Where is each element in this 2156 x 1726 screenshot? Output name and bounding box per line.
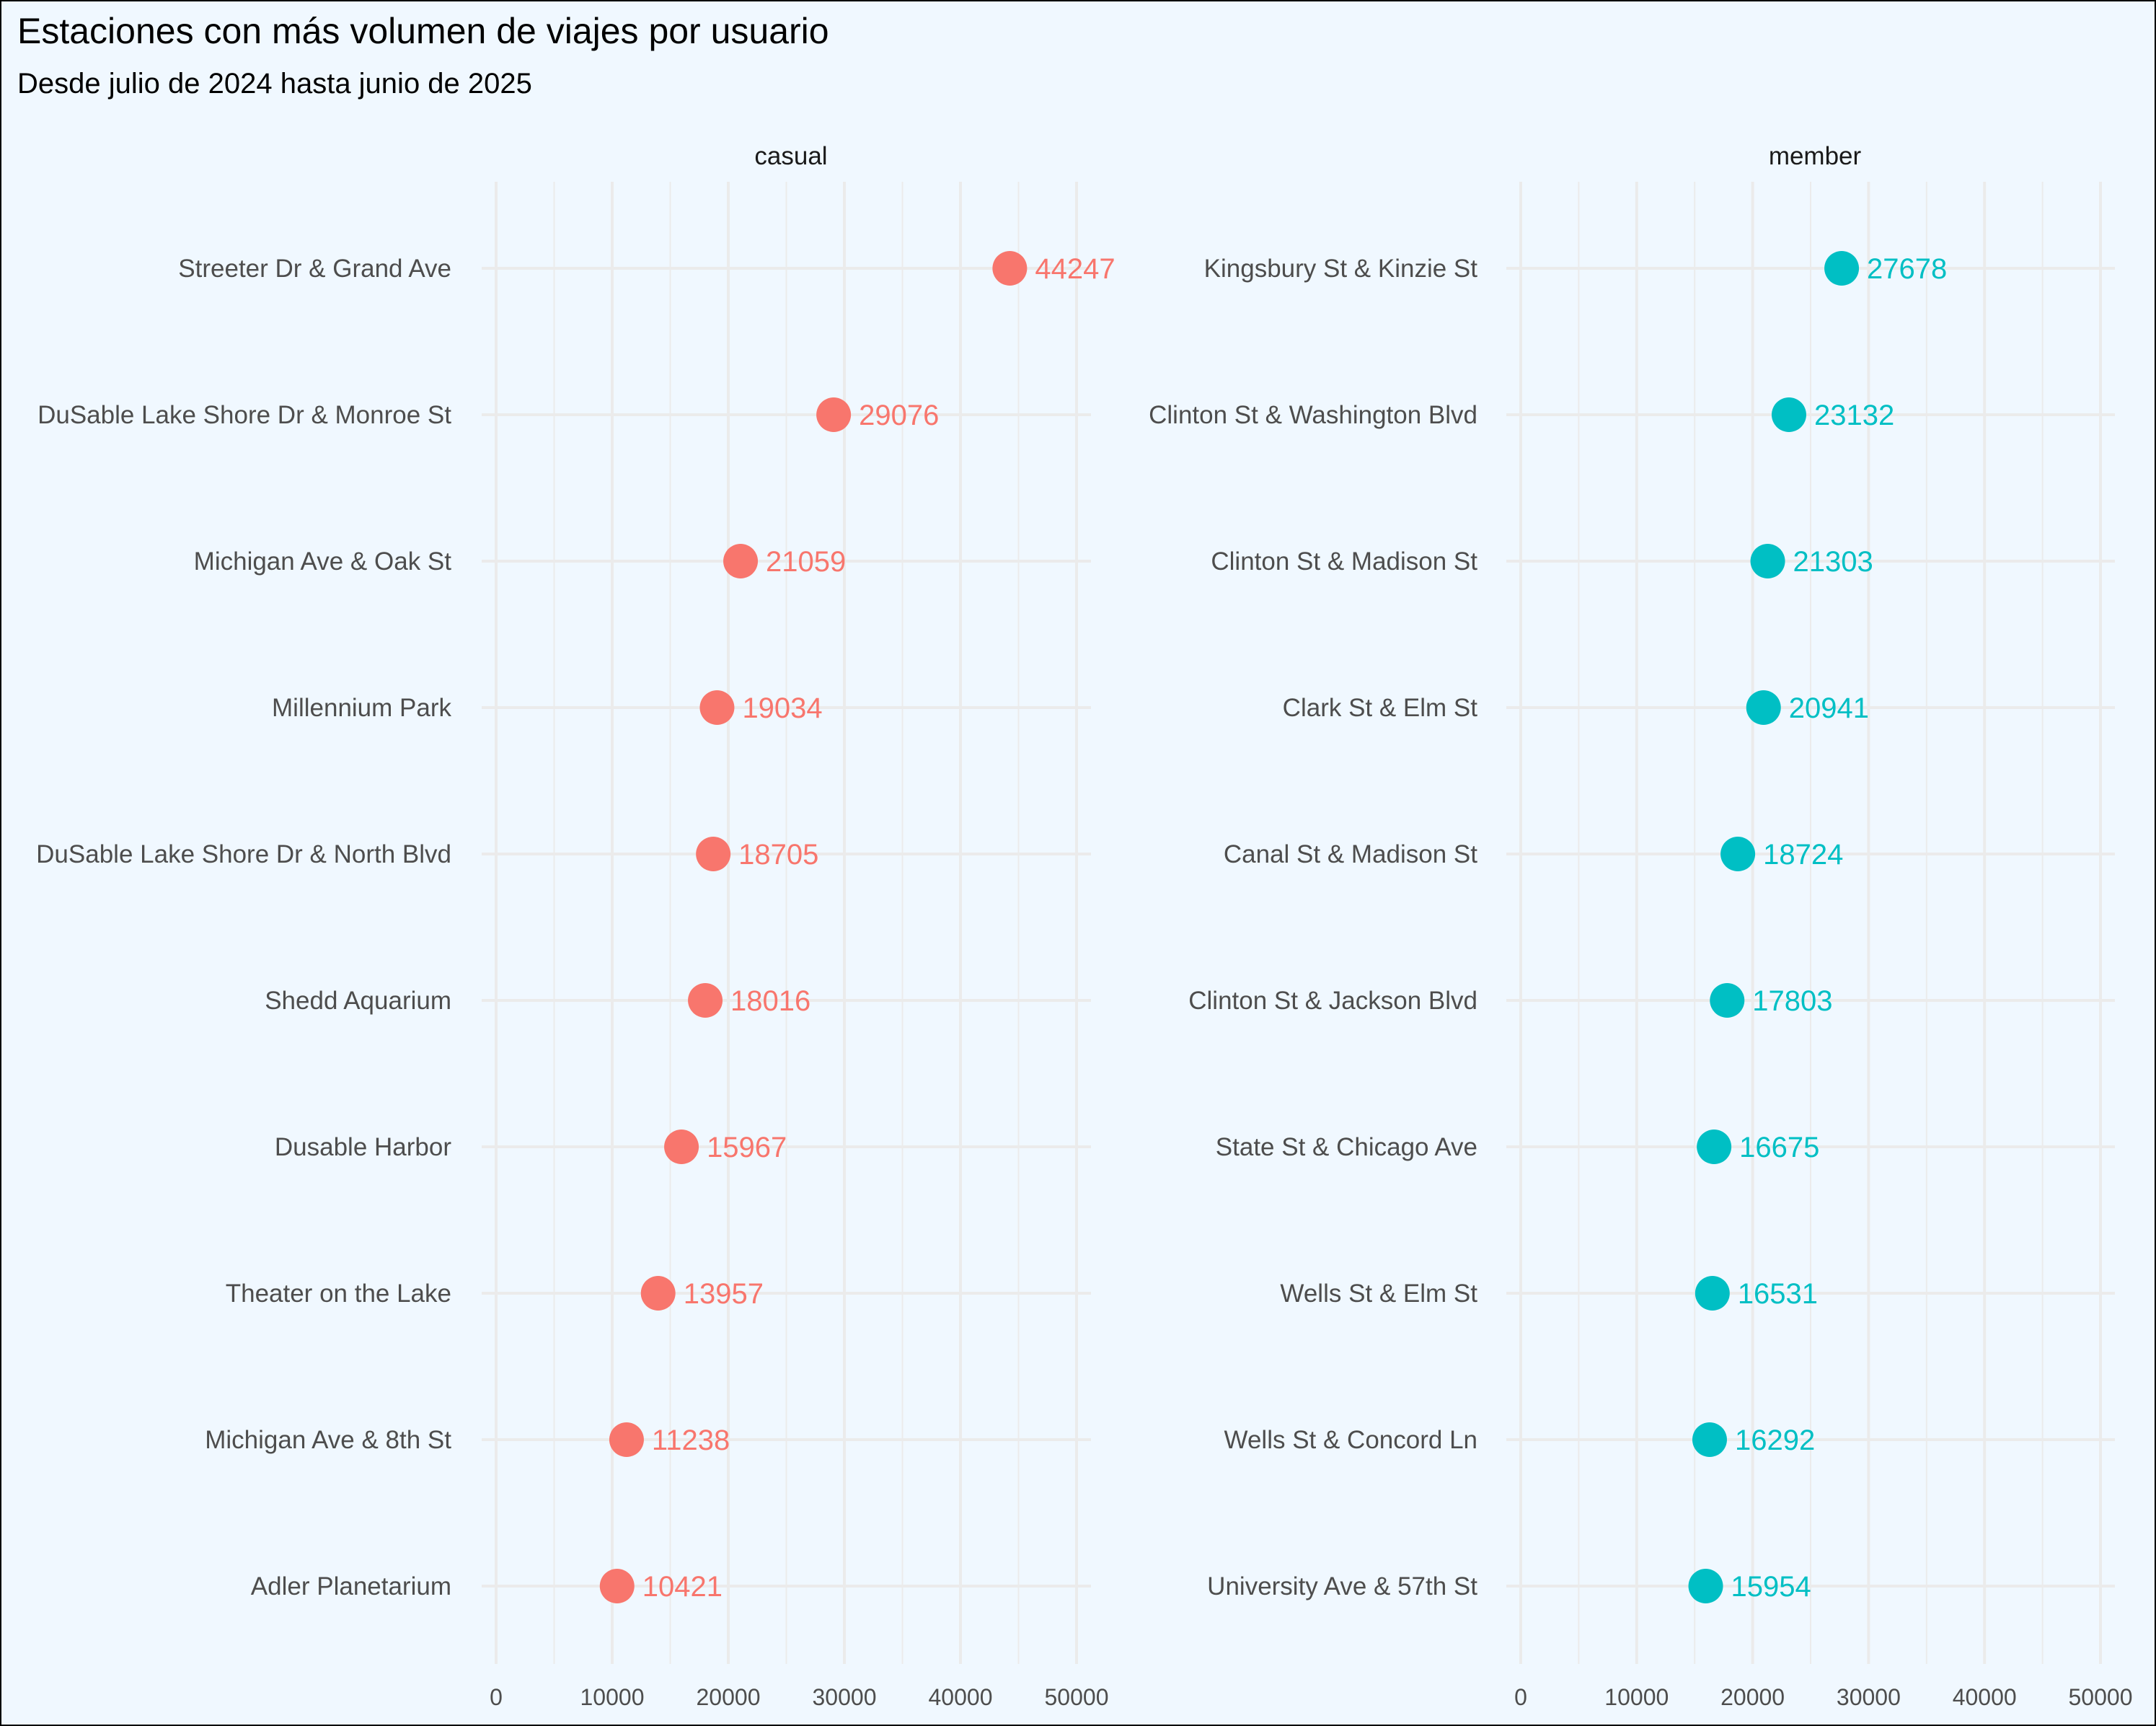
value-label: 15954 xyxy=(1731,1571,1811,1603)
value-label: 16531 xyxy=(1738,1278,1818,1310)
x-tick-label: 30000 xyxy=(1837,1684,1901,1710)
value-label: 16675 xyxy=(1739,1132,1819,1163)
data-point xyxy=(1695,1276,1730,1311)
data-point xyxy=(609,1422,644,1457)
station-label: Dusable Harbor xyxy=(275,1133,451,1161)
panel-member: member 0 10000 20000 30000 40000 50000 Kingsbur… xyxy=(1149,142,2132,1710)
station-label: Kingsbury St & Kinzie St xyxy=(1204,255,1478,283)
x-tick-label: 0 xyxy=(1514,1684,1527,1710)
data-point xyxy=(723,544,759,578)
x-tick-label: 30000 xyxy=(813,1684,877,1710)
x-tick-label: 20000 xyxy=(1720,1684,1785,1710)
data-point xyxy=(1710,983,1745,1018)
value-label: 19034 xyxy=(742,692,822,724)
data-point xyxy=(816,397,852,432)
station-label: Wells St & Concord Ln xyxy=(1224,1426,1477,1454)
station-label: Clinton St & Jackson Blvd xyxy=(1188,987,1477,1015)
value-label: 29076 xyxy=(859,400,939,431)
data-point xyxy=(699,690,735,725)
value-label: 13957 xyxy=(684,1278,764,1310)
x-tick-label: 40000 xyxy=(1953,1684,2017,1710)
data-point xyxy=(1720,837,1756,871)
data-point xyxy=(1824,251,1860,286)
value-label: 17803 xyxy=(1752,985,1832,1017)
data-point xyxy=(1750,544,1785,578)
value-label: 18016 xyxy=(730,985,810,1017)
data-point xyxy=(696,837,731,871)
data-point xyxy=(1688,1569,1723,1603)
data-point xyxy=(1771,397,1806,432)
data-point xyxy=(1692,1422,1727,1457)
station-label: University Ave & 57th St xyxy=(1207,1572,1477,1600)
data-point xyxy=(688,983,723,1018)
station-label: State St & Chicago Ave xyxy=(1216,1133,1477,1161)
station-label: Michigan Ave & Oak St xyxy=(194,547,452,576)
value-label: 20941 xyxy=(1789,692,1869,724)
x-tick-label: 40000 xyxy=(929,1684,993,1710)
station-label: DuSable Lake Shore Dr & North Blvd xyxy=(36,840,451,868)
value-label: 18724 xyxy=(1763,839,1843,871)
chart-title: Estaciones con más volumen de viajes por… xyxy=(17,11,829,51)
chart-subtitle: Desde julio de 2024 hasta junio de 2025 xyxy=(17,68,532,100)
x-tick-label: 20000 xyxy=(697,1684,761,1710)
x-tick-label: 0 xyxy=(490,1684,503,1710)
x-tick-label: 10000 xyxy=(1604,1684,1669,1710)
station-label: Clinton St & Washington Blvd xyxy=(1149,401,1477,429)
data-point xyxy=(1746,690,1781,725)
station-label: Canal St & Madison St xyxy=(1224,840,1477,868)
x-tick-label: 10000 xyxy=(580,1684,645,1710)
x-tick-label: 50000 xyxy=(1045,1684,1109,1710)
panels: casual 0 10000 20000 30000 40000 50000 Streeter… xyxy=(36,142,2132,1710)
station-label: Michigan Ave & 8th St xyxy=(205,1426,451,1454)
station-label: Millennium Park xyxy=(272,694,451,722)
station-label: Theater on the Lake xyxy=(226,1280,451,1308)
value-label: 18705 xyxy=(738,839,818,871)
station-label: Adler Planetarium xyxy=(251,1572,451,1600)
station-label: Clinton St & Madison St xyxy=(1211,547,1477,576)
facet-label-member: member xyxy=(1769,142,1862,170)
value-label: 21303 xyxy=(1793,546,1873,578)
panel-casual: casual 0 10000 20000 30000 40000 50000 Streeter… xyxy=(36,142,1115,1710)
value-label: 21059 xyxy=(766,546,846,578)
facet-label-casual: casual xyxy=(754,142,827,170)
value-label: 44247 xyxy=(1035,253,1115,285)
value-label: 27678 xyxy=(1867,253,1947,285)
value-label: 23132 xyxy=(1814,400,1894,431)
data-point xyxy=(992,251,1028,286)
data-point xyxy=(640,1276,676,1311)
x-tick-label: 50000 xyxy=(2069,1684,2133,1710)
station-label: Streeter Dr & Grand Ave xyxy=(178,255,451,283)
value-label: 15967 xyxy=(707,1132,787,1163)
station-label: Shedd Aquarium xyxy=(265,987,451,1015)
station-label: Clark St & Elm St xyxy=(1283,694,1478,722)
data-point xyxy=(599,1569,635,1603)
value-label: 16292 xyxy=(1735,1425,1815,1456)
data-point xyxy=(1697,1130,1732,1164)
station-label: Wells St & Elm St xyxy=(1280,1280,1477,1308)
value-label: 11238 xyxy=(652,1425,730,1456)
value-label: 10421 xyxy=(642,1571,723,1603)
data-point xyxy=(664,1130,699,1164)
station-label: DuSable Lake Shore Dr & Monroe St xyxy=(37,401,451,429)
